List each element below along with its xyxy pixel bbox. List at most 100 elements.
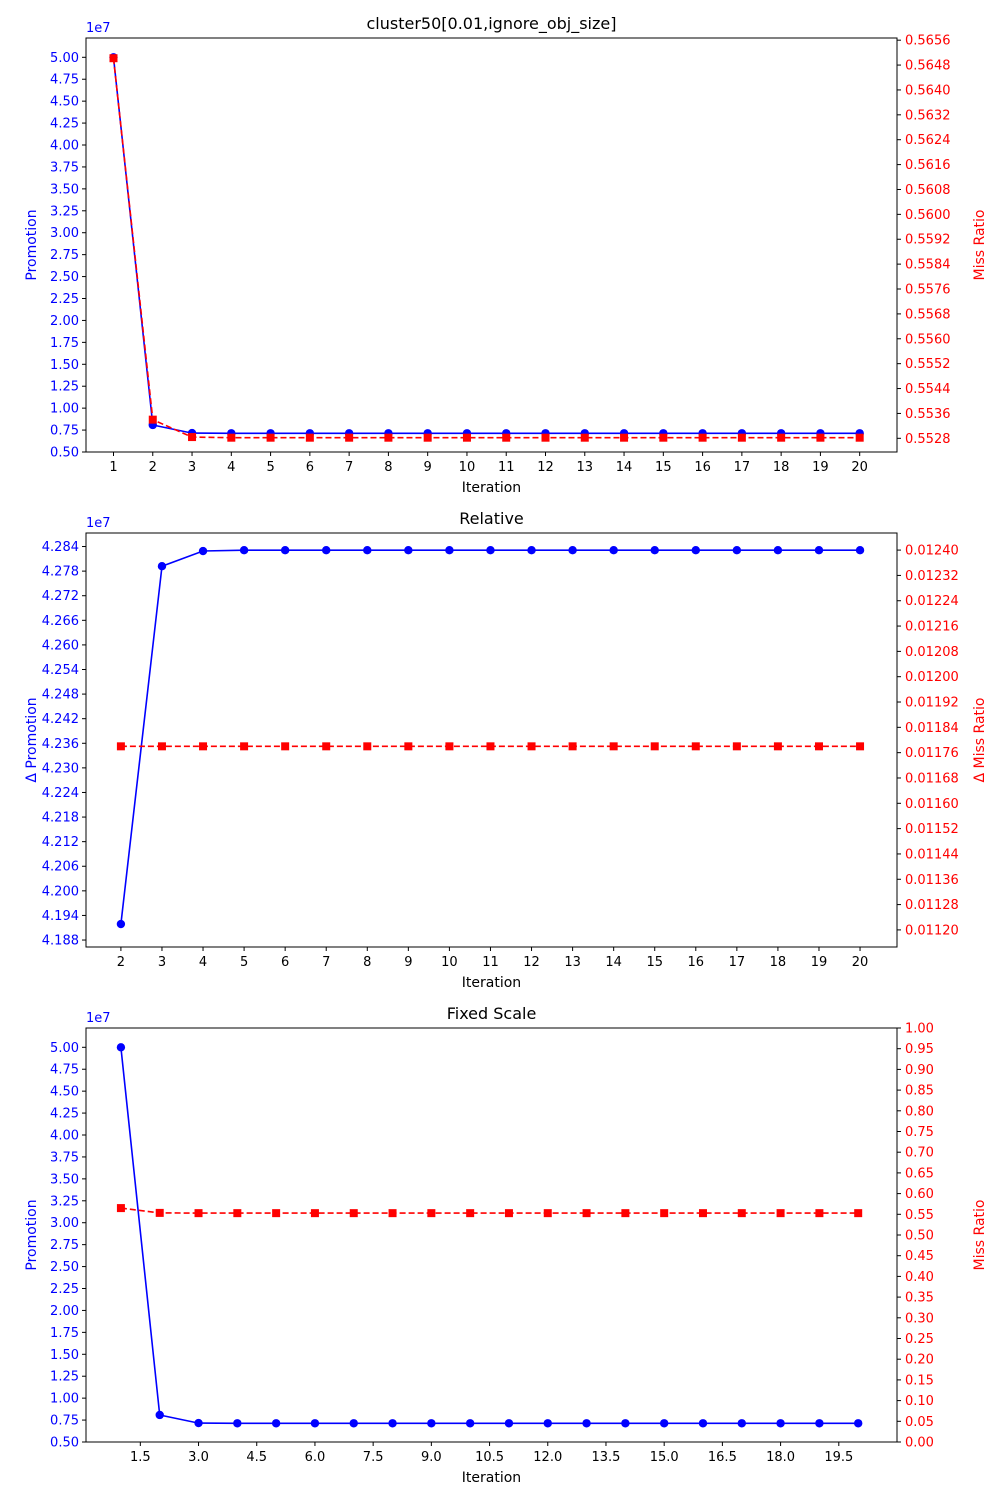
data-point-left xyxy=(582,1419,591,1428)
y-right-tick-label: 0.5560 xyxy=(905,332,951,347)
x-tick-label: 6 xyxy=(306,460,314,475)
x-tick-label: 10 xyxy=(441,955,458,970)
x-tick-label: 9.0 xyxy=(421,1450,442,1465)
x-tick-label: 13 xyxy=(564,955,581,970)
series-line-right xyxy=(112,58,860,439)
data-point-right xyxy=(620,433,629,442)
chart-panel-1: cluster50[0.01,ignore_obj_size]1 2 3 4 5 6 7 8 9… xyxy=(24,14,988,496)
y-left-tick-label: 1.25 xyxy=(50,1370,79,1385)
y-right-tick-label: 0.5600 xyxy=(905,208,951,223)
y-right-tick-label: 0.01120 xyxy=(905,923,959,938)
data-point-right xyxy=(527,742,536,751)
x-tick-label: 1 xyxy=(109,460,117,475)
data-point-left xyxy=(349,1419,358,1428)
data-point-left xyxy=(322,546,331,555)
y-left-tick-label: 3.00 xyxy=(50,226,79,241)
y-right-axis-label: Δ Miss Ratio xyxy=(972,698,988,783)
data-point-right xyxy=(345,433,354,442)
data-point-left xyxy=(659,1419,669,1428)
series-line-left xyxy=(120,549,860,925)
y-left-tick-label: 2.25 xyxy=(50,1282,79,1297)
y-right-tick-label: 0.01200 xyxy=(905,670,959,685)
chart-title: Fixed Scale xyxy=(447,1004,537,1023)
data-point-right xyxy=(116,742,125,751)
data-point-right xyxy=(281,742,290,751)
y-left-tick-label: 2.25 xyxy=(50,292,79,307)
x-tick-label: 4 xyxy=(199,955,207,970)
data-point-right xyxy=(388,1209,397,1218)
data-point-right xyxy=(423,433,432,442)
y-left-tick-label: 1.25 xyxy=(50,380,79,395)
data-point-right xyxy=(659,433,668,442)
data-point-right xyxy=(227,433,236,442)
y-right-tick-label: 0.80 xyxy=(905,1104,934,1119)
y-left-tick-label: 3.75 xyxy=(50,1150,79,1165)
y-right-tick-label: 0.5536 xyxy=(905,407,951,422)
y-right-tick-label: 0.01160 xyxy=(905,797,959,812)
data-point-left xyxy=(776,1419,785,1428)
x-tick-label: 12 xyxy=(537,460,554,475)
y-left-tick-label: 2.00 xyxy=(50,314,79,329)
y-left-tick-label: 4.278 xyxy=(42,565,79,580)
data-point-left xyxy=(732,546,742,555)
y-right-tick-label: 0.85 xyxy=(905,1084,934,1099)
y-left-tick-label: 1.00 xyxy=(50,1392,79,1407)
data-point-left xyxy=(157,562,167,571)
y-left-tick-label: 5.00 xyxy=(50,51,79,66)
data-point-right xyxy=(698,1209,707,1218)
y-left-tick-label: 3.50 xyxy=(50,182,79,197)
y-left-tick-label: 4.25 xyxy=(50,1107,79,1122)
y-left-tick-label: 0.75 xyxy=(50,1414,79,1429)
y-left-tick-label: 0.50 xyxy=(50,446,79,461)
data-point-right xyxy=(776,1209,785,1218)
y-right-tick-label: 0.20 xyxy=(905,1353,934,1368)
data-point-left xyxy=(568,546,577,555)
data-point-left xyxy=(650,546,659,555)
data-point-left xyxy=(310,1419,320,1428)
data-point-right xyxy=(609,742,618,751)
y-left-tick-label: 2.75 xyxy=(50,1238,79,1253)
x-tick-label: 20 xyxy=(852,955,869,970)
x-tick-label: 4 xyxy=(227,460,235,475)
x-tick-label: 5 xyxy=(240,955,248,970)
y-right-tick-label: 0.01184 xyxy=(905,721,959,736)
data-point-left xyxy=(504,1419,514,1428)
y-right-tick-label: 0.95 xyxy=(905,1042,934,1057)
y-left-tick-label: 5.00 xyxy=(50,1041,79,1056)
y-right-tick-label: 0.50 xyxy=(905,1229,934,1244)
y-right-tick-label: 0.5592 xyxy=(905,233,951,248)
y-right-tick-label: 0.01144 xyxy=(905,847,959,862)
y-right-tick-label: 0.15 xyxy=(905,1373,934,1388)
data-point-right xyxy=(188,433,197,442)
data-point-right xyxy=(698,433,707,442)
y-right-tick-label: 0.5624 xyxy=(905,133,951,148)
x-tick-label: 10.5 xyxy=(475,1450,504,1465)
plot-frame xyxy=(85,532,898,948)
y-left-tick-label: 4.218 xyxy=(42,811,79,826)
y-right-tick-label: 0.25 xyxy=(905,1332,934,1347)
x-tick-label: 1.5 xyxy=(130,1450,151,1465)
data-point-right xyxy=(737,1209,746,1218)
data-point-left xyxy=(814,546,824,555)
y-left-tick-label: 4.260 xyxy=(42,638,79,653)
data-point-right xyxy=(384,433,393,442)
x-axis-label: Iteration xyxy=(462,1470,521,1486)
y-left-axis-label: Promotion xyxy=(24,209,40,280)
y-right-tick-label: 0.55 xyxy=(905,1208,934,1223)
y-left-offset-label: 1e7 xyxy=(86,21,111,36)
y-left-tick-label: 4.266 xyxy=(42,614,79,629)
data-point-left xyxy=(198,546,208,556)
y-left-tick-label: 3.75 xyxy=(50,160,79,175)
x-tick-label: 8 xyxy=(363,955,371,970)
data-point-right xyxy=(773,742,782,751)
y-right-tick-label: 1.00 xyxy=(905,1022,934,1037)
y-right-tick-label: 0.5656 xyxy=(905,34,951,49)
y-right-tick-label: 0.45 xyxy=(905,1249,934,1264)
data-point-left xyxy=(404,546,413,555)
data-point-left xyxy=(116,919,126,929)
x-tick-label: 11 xyxy=(498,460,515,475)
data-point-right xyxy=(310,1209,319,1218)
data-point-right xyxy=(814,742,823,751)
y-left-tick-label: 4.200 xyxy=(42,884,79,899)
